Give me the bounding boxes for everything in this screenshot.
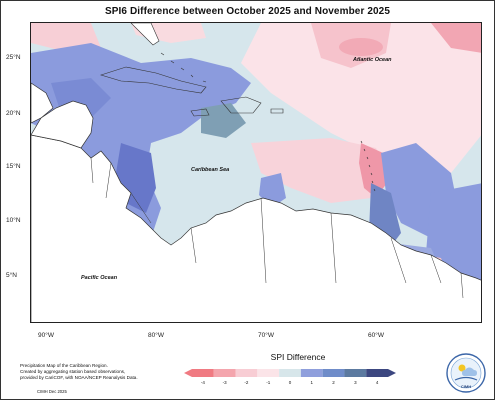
map-svg: Atlantic Ocean Caribbean Sea Pacific Oce… — [31, 23, 481, 322]
lon-label-70w: 70°W — [258, 332, 274, 339]
legend-tick-label: 0 — [288, 380, 292, 385]
lat-label-20n: 20°N — [6, 110, 21, 117]
lat-label-10n: 10°N — [6, 217, 21, 224]
logo-wave-icon — [454, 376, 478, 381]
legend-tick-label: 2 — [332, 380, 335, 385]
land-jamaica — [190, 108, 210, 117]
pink-region-atlantic — [241, 23, 481, 173]
land-mexico — [31, 82, 54, 124]
pink-core-north — [339, 38, 383, 56]
pink-region-caribbean-east — [251, 138, 391, 203]
legend-arrow-left — [184, 369, 192, 377]
map-title: SPI6 Difference between October 2025 and… — [105, 6, 390, 17]
land-puerto-rico — [270, 108, 284, 114]
land-florida — [130, 23, 160, 46]
legend-cell — [344, 369, 367, 377]
legend-arrow-right — [388, 369, 396, 377]
legend-cell — [235, 369, 258, 377]
cimh-logo: CIMH — [446, 353, 486, 393]
lon-label-90w: 90°W — [38, 332, 54, 339]
lat-label-25n: 25°N — [6, 54, 21, 61]
lon-label-60w: 60°W — [368, 332, 384, 339]
lat-label-15n: 15°N — [6, 163, 21, 170]
credits-line-2: Created by aggregating station based obs… — [20, 369, 126, 374]
country-borders — [90, 157, 464, 299]
teal-region-jamaica — [201, 103, 246, 138]
legend-cell — [279, 369, 301, 377]
legend-tick-label: 1 — [310, 380, 314, 385]
credits-block: Precipitation Map of the Caribbean Regio… — [20, 363, 190, 381]
lon-label-80w: 80°W — [148, 332, 164, 339]
label-pacific-ocean: Pacific Ocean — [81, 275, 118, 281]
map-panel: Atlantic Ocean Caribbean Sea Pacific Oce… — [30, 22, 482, 323]
land-bahamas — [160, 52, 207, 83]
label-caribbean-sea: Caribbean Sea — [191, 167, 229, 173]
legend-cell — [213, 369, 236, 377]
legend-tick-label: -2 — [244, 380, 249, 385]
land-mainland — [31, 134, 481, 322]
legend-cell — [366, 369, 388, 377]
logo-text: CIMH — [461, 384, 471, 389]
land-hispaniola — [220, 96, 262, 114]
land-yucatan — [31, 100, 94, 149]
legend-cell — [257, 369, 280, 377]
legend-cell — [192, 369, 214, 377]
pink-core-lesser-antilles — [359, 143, 387, 198]
credits-date: CIMH Dec 2025 — [37, 389, 67, 394]
legend-cell — [322, 369, 345, 377]
legend-title: SPI Difference — [270, 352, 326, 362]
credits-line-1: Precipitation Map of the Caribbean Regio… — [20, 363, 108, 368]
land-lesser-antilles — [360, 140, 376, 192]
credits-line-3: provided by CariCOF, with NOAA/NCEP Rean… — [20, 375, 138, 380]
logo-sun-icon — [458, 364, 466, 372]
lat-label-5n: 5°N — [6, 272, 17, 279]
legend-colorbar — [184, 369, 396, 377]
land-cuba — [99, 66, 207, 94]
label-atlantic-ocean: Atlantic Ocean — [352, 57, 392, 63]
pink-core-northeast — [431, 23, 481, 53]
logo-cloud-icon — [462, 367, 477, 376]
legend-tick-label: 3 — [354, 380, 357, 385]
legend-tick-label: -1 — [266, 380, 271, 385]
legend-tick-label: -3 — [222, 380, 227, 385]
legend-tick-label: -4 — [200, 380, 205, 385]
legend-tick-label: 4 — [375, 380, 379, 385]
legend-cell — [300, 369, 323, 377]
